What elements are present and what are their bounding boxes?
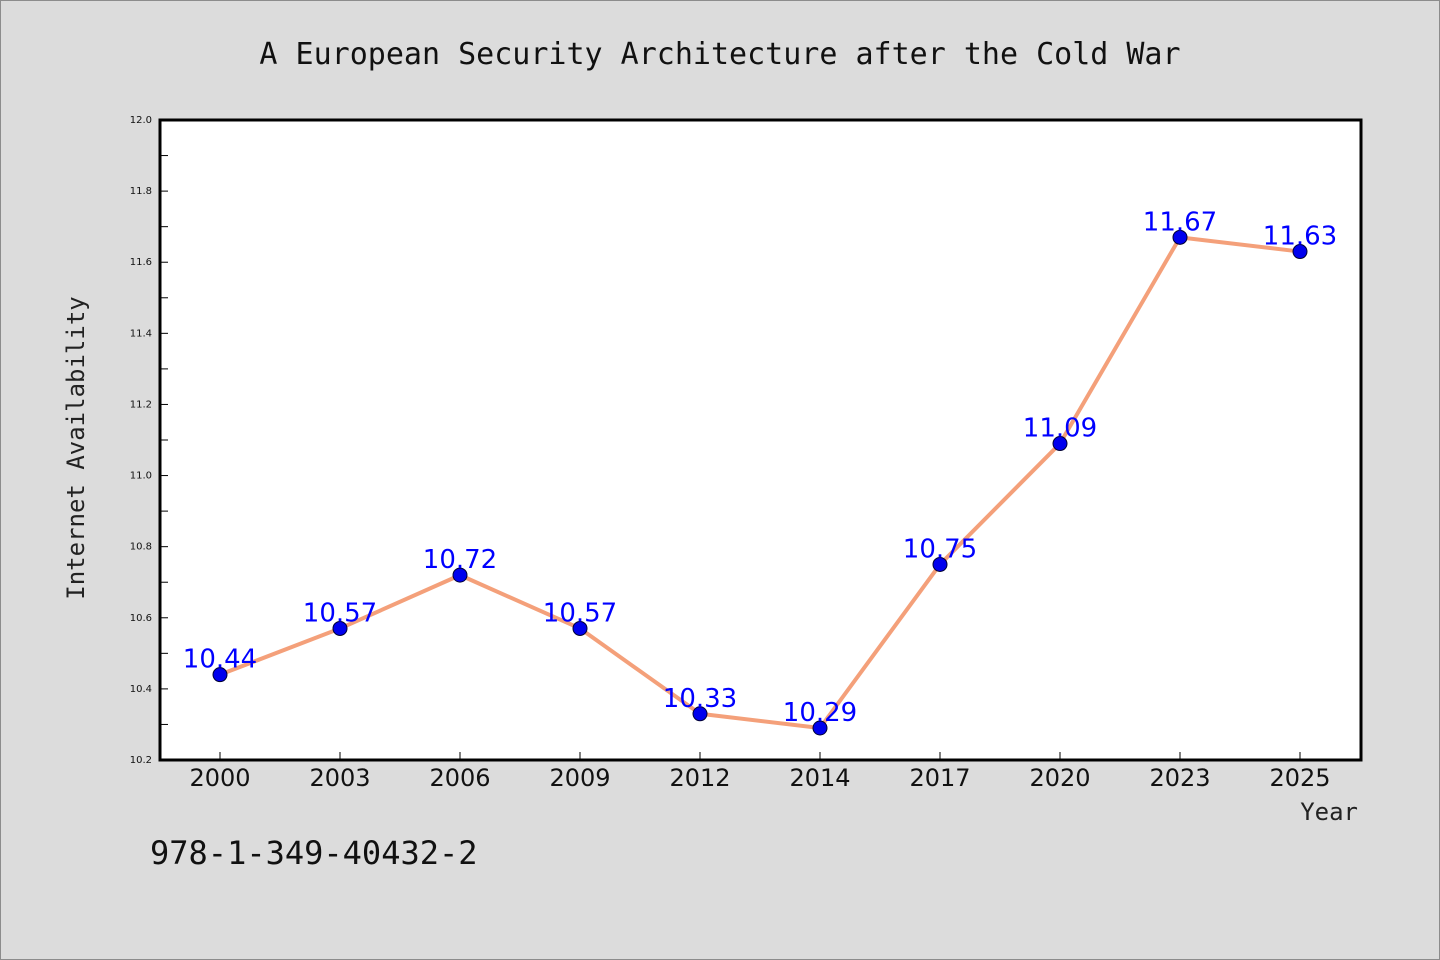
data-point (692, 706, 708, 722)
x-tick-label: 2023 (1149, 764, 1210, 792)
y-tick-label: 11.4 (130, 328, 152, 339)
data-label: 10.44 (183, 645, 257, 675)
y-axis: 10.2 10.4 10.6 10.8 11.0 11.2 11.4 11.6 11.8 12.0 (130, 115, 168, 766)
y-tick-label: 12.0 (130, 115, 152, 126)
x-tick-label: 2025 (1269, 764, 1330, 792)
x-tick-label: 2012 (669, 764, 730, 792)
x-tick-label: 2000 (189, 764, 250, 792)
y-tick-label: 10.8 (130, 542, 152, 553)
y-tick-label: 11.8 (130, 186, 152, 197)
data-label: 10.72 (423, 545, 497, 575)
data-label: 10.57 (303, 598, 377, 628)
x-axis-label: Year (1300, 798, 1358, 826)
y-tick-label: 11.0 (130, 471, 152, 482)
series-line (219, 235, 1301, 730)
data-label: 11.67 (1143, 207, 1217, 237)
y-tick-label: 10.2 (130, 755, 152, 766)
isbn-text: 978-1-349-40432-2 (150, 834, 478, 872)
data-point (572, 620, 588, 636)
x-axis: 2000 2003 2006 2009 2012 2014 2017 2020 2023 2025 (189, 752, 1331, 792)
data-label: 11.63 (1263, 222, 1337, 252)
y-tick-label: 10.6 (130, 613, 152, 624)
data-label: 10.29 (783, 698, 857, 728)
data-point (932, 556, 948, 572)
x-tick-label: 2020 (1029, 764, 1090, 792)
data-point (332, 620, 348, 636)
plot-area (158, 118, 1363, 762)
data-point (452, 567, 468, 583)
data-points (212, 229, 1308, 736)
y-tick-label: 10.4 (130, 684, 152, 695)
data-point (812, 720, 828, 736)
data-point (1052, 436, 1068, 452)
data-point (1292, 244, 1308, 260)
x-tick-label: 2009 (549, 764, 610, 792)
data-labels: 10.44 10.57 10.72 10.57 10.33 10.29 10.75 11.09… (183, 207, 1337, 728)
x-tick-label: 2003 (309, 764, 370, 792)
data-point (1172, 229, 1188, 245)
y-axis-label: Internet Availability (62, 296, 90, 599)
chart-title: A European Security Architecture after t… (259, 37, 1180, 72)
x-tick-label: 2014 (789, 764, 850, 792)
data-point (212, 667, 228, 683)
data-label: 11.09 (1023, 414, 1097, 444)
data-label: 10.57 (543, 598, 617, 628)
x-tick-label: 2017 (909, 764, 970, 792)
y-tick-label: 11.6 (130, 257, 152, 268)
y-tick-label: 11.2 (130, 399, 152, 410)
x-tick-label: 2006 (429, 764, 490, 792)
data-label: 10.75 (903, 534, 977, 564)
data-label: 10.33 (663, 684, 737, 714)
